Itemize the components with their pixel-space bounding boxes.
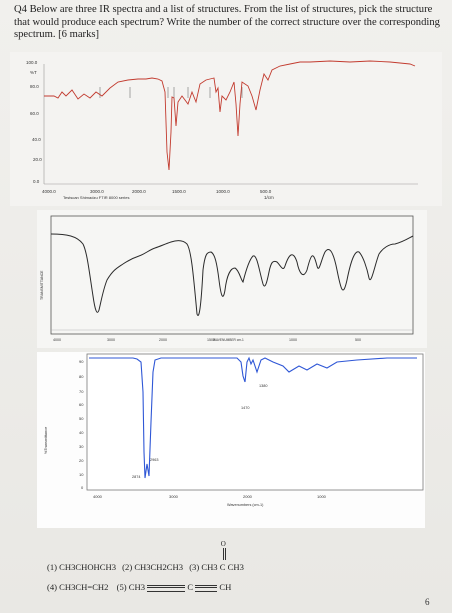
- x-tick-label: 4000: [53, 338, 61, 342]
- y-tick-label: 80.0: [30, 84, 39, 89]
- x-tick-label: 500.0: [260, 189, 272, 194]
- instrument-footer: Testscan Shimadzu FTIR 8000 series: [63, 195, 129, 200]
- peak-label: 1380: [259, 384, 267, 388]
- x-axis-label: WAVENUMBER cm-1: [213, 338, 244, 342]
- structure-5: (5) CH3 C CH: [116, 582, 232, 592]
- peak-label: 2963: [150, 458, 158, 462]
- x-tick-label: 3000: [107, 338, 115, 342]
- x-tick-label: 3000: [169, 494, 179, 499]
- peak-markers: [99, 87, 243, 98]
- ir-spectrum-3: %Transmittance 90 80 70 60 50 40 30 20 1…: [37, 352, 425, 528]
- x-tick-label: 2000.0: [132, 189, 146, 194]
- y-tick-label: 40: [79, 430, 84, 435]
- spectrum-1-trace: [44, 60, 416, 171]
- y-tick-label: 40.0: [32, 137, 41, 142]
- triple-bond: [147, 584, 186, 592]
- y-tick-label: 30: [79, 444, 84, 449]
- y-tick-label: 20.0: [33, 157, 42, 162]
- y-tick-label: 0.0: [33, 179, 40, 184]
- x-tick-label: 2000: [243, 494, 253, 499]
- structure-4: (4) CH3CH=CH2: [47, 582, 109, 592]
- ir-spectrum-1: 100.0 %T 80.0 60.0 40.0 20.0 0.0 4000.0 …: [10, 52, 442, 206]
- x-tick-label: 1000: [289, 338, 297, 342]
- x-tick-label: 500: [355, 338, 361, 342]
- x-axis-unit: 1/cm: [264, 195, 274, 200]
- x-tick-label: 1500.0: [172, 189, 186, 194]
- y-tick-label: 80: [79, 374, 84, 379]
- triple-bond: [195, 584, 218, 592]
- structure-2: (2) CH3CH2CH3: [122, 562, 184, 572]
- y-tick-label: %T: [30, 70, 37, 75]
- x-tick-label: 1000.0: [216, 189, 230, 194]
- x-tick-label: 4000: [93, 494, 103, 499]
- carbonyl-bond: [222, 548, 224, 560]
- x-tick-label: 1000: [317, 494, 327, 499]
- structure-3: (3) CH3 O C CH3: [189, 540, 244, 572]
- y-tick-label: 60: [79, 402, 84, 407]
- carbonyl-oxygen: O: [220, 540, 226, 548]
- y-axis-label: TRANSMITTANCE: [40, 270, 44, 300]
- plot-frame: [86, 353, 424, 491]
- y-axis-label: %Transmittance: [44, 427, 48, 454]
- structure-1: (1) CH3CHOHCH3: [47, 562, 116, 572]
- y-tick-label: 20: [79, 458, 84, 463]
- peak-label: 2874: [132, 475, 140, 479]
- y-tick-label: 100.0: [26, 60, 38, 65]
- y-tick-label: 70: [79, 389, 84, 394]
- y-tick-label: 90: [79, 359, 84, 364]
- y-tick-label: 50: [79, 416, 84, 421]
- plot-frame: [50, 215, 414, 335]
- y-tick-label: 0: [81, 485, 84, 490]
- peak-label: 1470: [241, 406, 249, 410]
- x-tick-label: 3000.0: [90, 189, 104, 194]
- x-tick-label: 4000.0: [42, 189, 56, 194]
- question-text: Q4 Below are three IR spectra and a list…: [14, 4, 440, 41]
- x-tick-label: 2000: [159, 338, 167, 342]
- y-tick-label: 10: [79, 472, 84, 477]
- y-tick-label: 60.0: [30, 111, 39, 116]
- page-number: 6: [425, 597, 430, 607]
- ir-spectrum-2: TRANSMITTANCE 4000 3000 2000 1500 1000 5…: [37, 210, 427, 348]
- spectrum-3-trace: [89, 356, 417, 479]
- spectrum-2-trace: [50, 233, 414, 316]
- x-axis-label: Wavenumbers (cm-1): [227, 503, 264, 507]
- x-tick-label: 1500: [207, 338, 215, 342]
